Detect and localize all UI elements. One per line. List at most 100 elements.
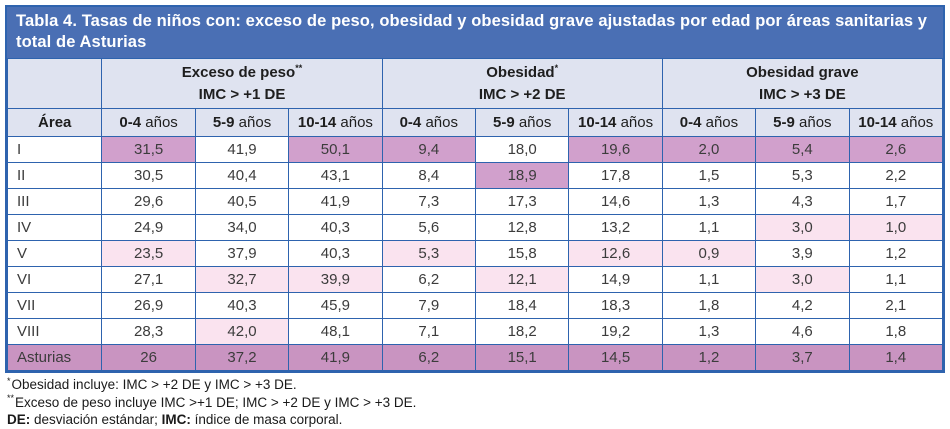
value-cell: 30,5 [101, 162, 196, 190]
table-row-area-V: V 23,5 37,9 40,3 5,3 15,8 12,6 0,9 3,9 1,2 [6, 240, 944, 268]
col-group-obesidad: Obesidad* IMC > +2 DE [381, 57, 663, 110]
value-cell: 5,3 [381, 240, 476, 268]
table-row-area-VII: VII 26,9 40,3 45,9 7,9 18,4 18,3 1,8 4,2 2,1 [6, 292, 944, 320]
value-cell: 3,0 [755, 214, 850, 242]
value-cell: 9,4 [381, 136, 476, 164]
value-cell: 18,9 [474, 162, 570, 190]
value-cell: 41,9 [288, 344, 383, 372]
area-label: IV [6, 214, 103, 242]
value-cell: 17,3 [474, 188, 570, 216]
value-cell: 23,5 [101, 240, 196, 268]
value-cell: 42,0 [194, 318, 290, 346]
value-cell: 4,2 [755, 292, 850, 320]
value-cell: 2,0 [661, 136, 757, 164]
value-cell: 13,2 [568, 214, 663, 242]
value-cell: 2,2 [848, 162, 944, 190]
area-label: VI [6, 266, 103, 294]
value-cell: 14,9 [568, 266, 663, 294]
table-row-area-III: III 29,6 40,5 41,9 7,3 17,3 14,6 1,3 4,3 1,7 [6, 188, 944, 216]
value-cell: 14,6 [568, 188, 663, 216]
table-row-area-II: II 30,5 40,4 43,1 8,4 18,9 17,8 1,5 5,3 2,2 [6, 162, 944, 190]
value-cell: 7,3 [381, 188, 476, 216]
value-cell: 41,9 [288, 188, 383, 216]
value-cell: 32,7 [194, 266, 290, 294]
value-cell: 24,9 [101, 214, 196, 242]
value-cell: 40,4 [194, 162, 290, 190]
area-label: I [6, 136, 103, 164]
value-cell: 40,3 [288, 240, 383, 268]
col-header-exceso-de-peso-5-9: 5-9 años [194, 108, 290, 138]
value-cell: 0,9 [661, 240, 757, 268]
value-cell: 15,1 [474, 344, 570, 372]
footnote-marker-icon: ** [295, 62, 303, 73]
col-header-exceso-de-peso-10-14: 10-14 años [288, 108, 383, 138]
footnote-obesidad: *Obesidad incluye: IMC > +2 DE y IMC > +… [7, 375, 297, 393]
value-cell: 1,5 [661, 162, 757, 190]
table-frame: Tabla 4. Tasas de niños con: exceso de p… [5, 5, 945, 374]
value-cell: 3,0 [755, 266, 850, 294]
table-row-area-VI: VI 27,1 32,7 39,9 6,2 12,1 14,9 1,1 3,0 1,1 [6, 266, 944, 294]
footnote-exceso-de-peso: **Exceso de peso incluye IMC >+1 DE; IMC… [7, 393, 417, 410]
area-label: II [6, 162, 103, 190]
value-cell: 17,8 [568, 162, 663, 190]
value-cell: 43,1 [288, 162, 383, 190]
value-cell: 40,5 [194, 188, 290, 216]
table-row-area-VIII: VIII 28,3 42,0 48,1 7,1 18,2 19,2 1,3 4,6 1,8 [6, 318, 944, 346]
value-cell: 5,3 [755, 162, 850, 190]
table-row-area-IV: IV 24,9 34,0 40,3 5,6 12,8 13,2 1,1 3,0 1,0 [6, 214, 944, 242]
area-label: III [6, 188, 103, 216]
col-header-obesidad-grave-0-4: 0-4 años [661, 108, 757, 138]
value-cell: 5,6 [381, 214, 476, 242]
age-header-row: Área 0-4 años 5-9 años 10-14 años 0-4 años 5… [6, 108, 944, 138]
value-cell: 37,2 [194, 344, 290, 372]
table-row-area-I: I 31,5 41,9 50,1 9,4 18,0 19,6 2,0 5,4 2,6 [6, 136, 944, 164]
value-cell: 7,1 [381, 318, 476, 346]
col-group-obesidad-grave-criteria: IMC > +3 DE [759, 85, 846, 103]
value-cell: 12,8 [474, 214, 570, 242]
value-cell: 50,1 [288, 136, 383, 164]
area-label: VII [6, 292, 103, 320]
group-header-row: Exceso de peso** IMC > +1 DE Obesidad* I… [6, 57, 944, 110]
area-label: V [6, 240, 103, 268]
value-cell: 18,2 [474, 318, 570, 346]
value-cell: 29,6 [101, 188, 196, 216]
value-cell: 1,8 [661, 292, 757, 320]
value-cell: 3,7 [755, 344, 850, 372]
value-cell: 34,0 [194, 214, 290, 242]
value-cell: 2,1 [848, 292, 944, 320]
value-cell: 26 [101, 344, 196, 372]
total-row-asturias: Asturias 26 37,2 41,9 6,2 15,1 14,5 1,2 3,7 1,4 [6, 344, 944, 372]
value-cell: 4,6 [755, 318, 850, 346]
area-label: Asturias [6, 344, 103, 372]
value-cell: 48,1 [288, 318, 383, 346]
col-header-exceso-de-peso-0-4: 0-4 años [101, 108, 196, 138]
value-cell: 39,9 [288, 266, 383, 294]
value-cell: 1,2 [661, 344, 757, 372]
col-header-obesidad-grave-5-9: 5-9 años [755, 108, 850, 138]
value-cell: 6,2 [381, 266, 476, 294]
value-cell: 31,5 [101, 136, 196, 164]
col-header-obesidad-5-9: 5-9 años [474, 108, 570, 138]
col-group-exceso-de-peso: Exceso de peso** IMC > +1 DE [101, 57, 383, 110]
value-cell: 1,2 [848, 240, 944, 268]
value-cell: 18,4 [474, 292, 570, 320]
value-cell: 1,0 [848, 214, 944, 242]
footnote-abbreviations: DE: desviación estándar; IMC: índice de … [7, 412, 343, 428]
value-cell: 3,9 [755, 240, 850, 268]
footnote-marker-icon: * [554, 62, 559, 73]
value-cell: 12,6 [568, 240, 663, 268]
value-cell: 5,4 [755, 136, 850, 164]
col-header-area: Área [6, 108, 103, 138]
value-cell: 6,2 [381, 344, 476, 372]
value-cell: 1,8 [848, 318, 944, 346]
value-cell: 15,8 [474, 240, 570, 268]
value-cell: 19,2 [568, 318, 663, 346]
rates-table: Exceso de peso** IMC > +1 DE Obesidad* I… [6, 57, 944, 372]
col-group-obesidad-criteria: IMC > +2 DE [478, 85, 566, 103]
col-header-obesidad-grave-10-14: 10-14 años [848, 108, 944, 138]
value-cell: 1,3 [661, 188, 757, 216]
footnotes: *Obesidad incluye: IMC > +2 DE y IMC > +… [5, 373, 945, 429]
value-cell: 1,1 [661, 266, 757, 294]
value-cell: 19,6 [568, 136, 663, 164]
area-column-blank-header [6, 57, 103, 110]
